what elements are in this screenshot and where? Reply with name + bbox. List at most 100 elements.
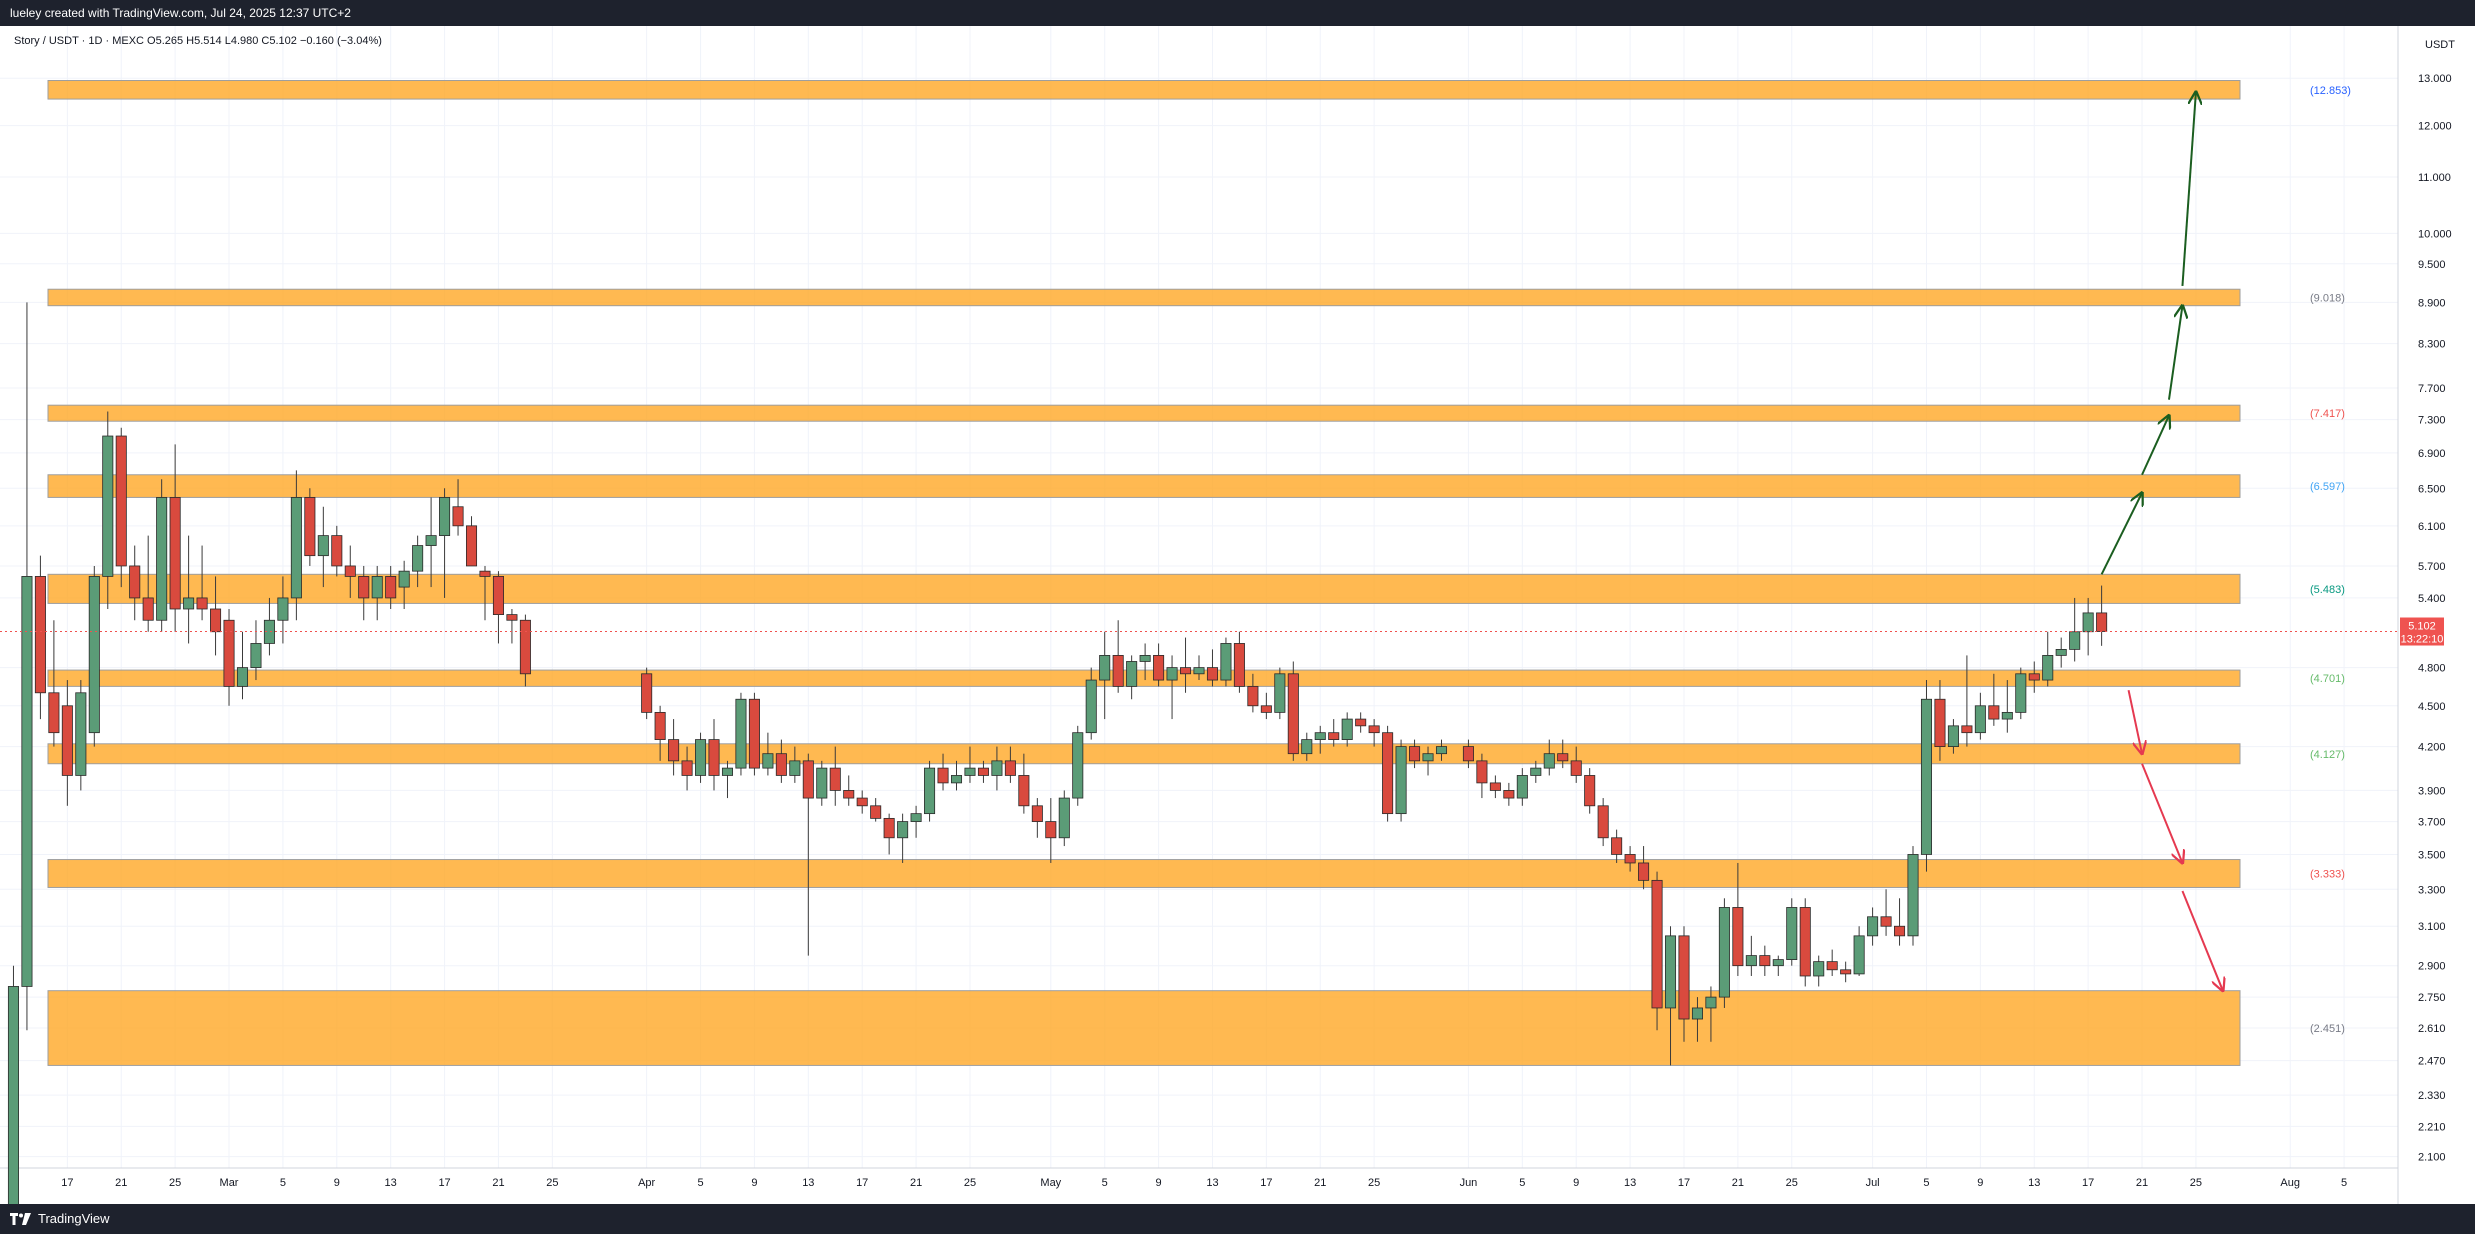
symbol-name[interactable]: Story / USDT · 1D · MEXC: [14, 35, 147, 47]
candle-body: [1570, 760, 1582, 776]
y-tick-label: 9.500: [2418, 259, 2446, 271]
price-badge-value: 5.102: [2408, 621, 2436, 633]
candle-body: [2096, 612, 2108, 632]
candle-body: [290, 497, 302, 599]
y-tick-label: 2.100: [2418, 1152, 2446, 1164]
candle-body: [1220, 643, 1232, 681]
candle-body: [169, 497, 181, 610]
candle-body: [1139, 655, 1151, 662]
candle-body: [1153, 655, 1165, 681]
candle-body: [1840, 969, 1852, 975]
y-tick-label: 3.100: [2418, 921, 2446, 933]
x-tick-label: 25: [546, 1177, 558, 1189]
candle-body: [937, 767, 949, 784]
y-tick-label: 2.610: [2418, 1023, 2446, 1035]
candle-body: [1422, 753, 1434, 762]
x-tick-label: 5: [697, 1177, 703, 1189]
y-tick-label: 3.900: [2418, 785, 2446, 797]
candle-body: [223, 619, 235, 687]
zone-label: (5.483): [2310, 584, 2345, 596]
candle-body: [2082, 612, 2094, 633]
candle-body: [924, 767, 936, 815]
x-tick-label: 9: [751, 1177, 757, 1189]
candle-body: [1503, 790, 1515, 799]
candle-body: [1584, 775, 1596, 807]
candle-body: [897, 821, 909, 839]
x-tick-label: 25: [964, 1177, 976, 1189]
tradingview-brand[interactable]: TradingView: [10, 1211, 110, 1226]
candle-body: [210, 608, 222, 633]
zone-box: [47, 80, 2241, 100]
candle-body: [1530, 767, 1542, 776]
candle-body: [371, 576, 383, 599]
y-tick-label: 8.900: [2418, 297, 2446, 309]
zone-label: (4.127): [2310, 749, 2345, 761]
candle-body: [7, 986, 19, 1204]
candle-body: [1691, 1007, 1703, 1020]
price-chart[interactable]: 13.000 12.000 11.000 10.000 9.500 8.900 8.300 7…: [0, 26, 2475, 1204]
x-tick-label: 13: [1206, 1177, 1218, 1189]
candle-body: [75, 692, 87, 776]
candle-body: [1705, 996, 1717, 1009]
x-tick-label: 9: [1573, 1177, 1579, 1189]
x-tick-label: 25: [169, 1177, 181, 1189]
x-tick-label: 5: [1923, 1177, 1929, 1189]
candle-body: [991, 760, 1003, 776]
candle-body: [1099, 655, 1111, 681]
zone-label: (12.853): [2310, 85, 2351, 97]
candle-body: [1355, 718, 1367, 727]
candle-body: [1126, 661, 1138, 687]
candle-body: [708, 739, 720, 776]
candle-body: [1112, 655, 1124, 687]
candle-body: [1031, 805, 1043, 822]
candle-body: [1826, 961, 1838, 971]
x-tick-label: Jun: [1460, 1177, 1478, 1189]
candle-body: [695, 739, 707, 776]
y-tick-label: 2.330: [2418, 1090, 2446, 1102]
candle-body: [2028, 673, 2040, 681]
candle-body: [196, 597, 208, 610]
candle-body: [1543, 753, 1555, 769]
candle-body: [870, 805, 882, 819]
x-tick-label: 9: [1977, 1177, 1983, 1189]
candle-body: [115, 435, 127, 567]
candle-body: [1664, 935, 1677, 1009]
y-tick-label: 2.210: [2418, 1121, 2446, 1133]
projection-arrow: [2181, 92, 2195, 287]
candle-body: [1638, 862, 1650, 881]
candle-body: [183, 597, 195, 610]
x-tick-label: 13: [385, 1177, 397, 1189]
candle-body: [1193, 667, 1205, 675]
ohlc-values: O5.265 H5.514 L4.980 C5.102 −0.160 (−3.0…: [147, 35, 382, 47]
y-tick-label: 5.700: [2418, 561, 2446, 573]
candle-body: [1072, 732, 1084, 799]
price-axis-unit: USDT: [2425, 39, 2455, 51]
x-tick-label: 13: [2028, 1177, 2040, 1189]
candle-body: [2042, 655, 2054, 681]
candle-body: [1166, 667, 1178, 681]
candle-body: [1772, 959, 1784, 967]
zone-box: [47, 404, 2241, 422]
candle-body: [439, 497, 451, 537]
candle-body: [1462, 746, 1474, 762]
candle-body: [829, 767, 841, 791]
candle-body: [1274, 673, 1286, 713]
candle-body: [1678, 935, 1690, 1020]
x-tick-label: 5: [280, 1177, 286, 1189]
zone-label: (6.597): [2310, 481, 2345, 493]
candle-body: [412, 545, 424, 572]
candle-body: [1732, 907, 1744, 967]
projection-arrow: [2181, 890, 2222, 991]
candle-body: [1435, 746, 1448, 755]
candle-body: [331, 535, 343, 567]
zone-box: [47, 990, 2241, 1066]
candle-body: [1476, 760, 1488, 784]
candle-body: [1489, 782, 1501, 791]
candle-body: [1395, 746, 1407, 815]
candle-body: [1907, 854, 1919, 937]
candle-body: [1611, 837, 1623, 855]
x-tick-label: Jul: [1866, 1177, 1880, 1189]
candle-body: [1880, 916, 1892, 927]
candle-body: [964, 767, 976, 776]
x-tick-label: 17: [1260, 1177, 1272, 1189]
